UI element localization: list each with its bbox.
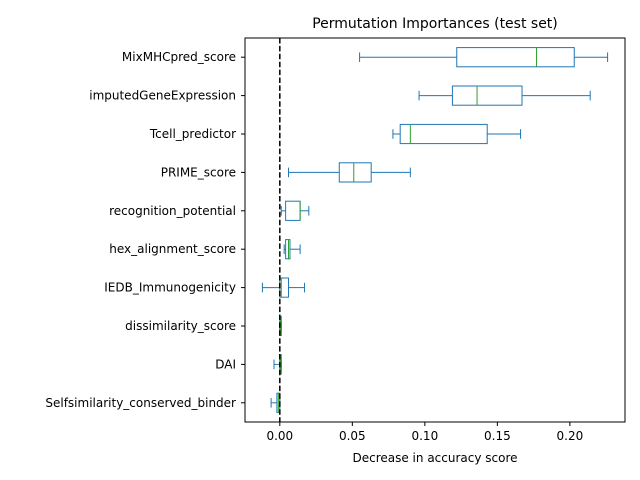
y-tick-label: recognition_potential — [109, 204, 236, 218]
iqr-box — [285, 239, 291, 260]
box-Tcell_predictor — [392, 123, 522, 145]
x-tick-label: 0.15 — [484, 429, 511, 443]
plot-area — [261, 38, 609, 422]
x-tick-label: 0.05 — [339, 429, 366, 443]
x-axis-label: Decrease in accuracy score — [352, 451, 517, 465]
box-hex_alignment_score — [283, 239, 301, 260]
box-imputedGeneExpression — [418, 85, 591, 106]
y-tick-label: Tcell_predictor — [149, 127, 236, 141]
iqr-box — [338, 162, 372, 183]
iqr-box — [451, 85, 523, 106]
y-tick-label: DAI — [215, 357, 236, 371]
y-axis: MixMHCpred_score imputedGeneExpression Tce… — [45, 50, 245, 410]
y-tick-label: MixMHCpred_score — [122, 50, 236, 64]
iqr-box — [456, 47, 575, 68]
box-MixMHCpred_score — [359, 47, 609, 68]
chart-title: Permutation Importances (test set) — [312, 16, 558, 32]
box-PRIME_score — [288, 162, 411, 183]
x-tick-label: 0.20 — [557, 429, 584, 443]
iqr-box — [399, 123, 488, 145]
y-tick-label: dissimilarity_score — [125, 319, 236, 333]
x-tick-label: 0.10 — [411, 429, 438, 443]
box-recognition_potential — [280, 200, 310, 221]
y-tick-label: imputedGeneExpression — [89, 89, 236, 103]
plot-frame — [244, 37, 626, 423]
y-tick-label: hex_alignment_score — [109, 242, 236, 256]
y-tick-label: PRIME_score — [161, 165, 236, 179]
x-axis: 0.00 0.05 0.10 0.15 0.20 — [266, 422, 583, 443]
y-tick-label: Selfsimilarity_conserved_binder — [45, 396, 236, 410]
y-tick-label: IEDB_Immunogenicity — [104, 281, 236, 295]
x-tick-label: 0.00 — [266, 429, 293, 443]
